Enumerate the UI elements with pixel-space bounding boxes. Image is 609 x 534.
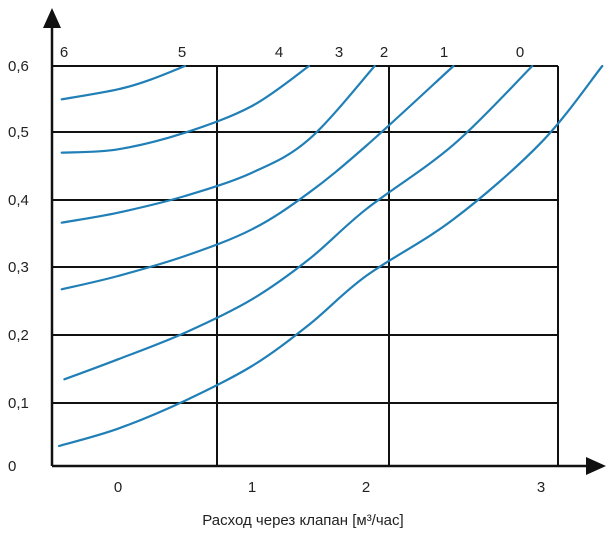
y-tick-label: 0,3: [8, 259, 29, 276]
y-tick-label: 0,4: [8, 192, 29, 209]
x-tick-label: 2: [362, 479, 370, 496]
x-tick-label: 1: [248, 479, 256, 496]
curve-labels: 0 1 2 3 4 5 6: [60, 44, 524, 61]
y-tick-label: 0,1: [8, 395, 29, 412]
axes: [43, 8, 606, 475]
y-tick-label: 0: [8, 458, 16, 475]
x-tick-label: 0: [114, 479, 122, 496]
curve-label-0: 0: [516, 44, 524, 61]
x-tick-labels: 0 1 2 3: [114, 479, 545, 496]
series-line-2: [60, 64, 455, 291]
curves: [57, 64, 604, 448]
x-axis-label: Расход через клапан [м³/час]: [202, 512, 403, 529]
curve-label-5: 5: [178, 44, 186, 61]
y-tick-label: 0,2: [8, 327, 29, 344]
series-line-1: [63, 64, 534, 381]
x-axis-arrow-icon: [586, 457, 606, 475]
curve-label-1: 1: [440, 44, 448, 61]
grid: [52, 65, 559, 467]
curve-label-3: 3: [335, 44, 343, 61]
series-line-0: [57, 64, 604, 448]
series-line-4: [60, 64, 311, 154]
curve-label-4: 4: [275, 44, 283, 61]
x-tick-label: 3: [537, 479, 545, 496]
curve-label-6: 6: [60, 44, 68, 61]
y-axis-arrow-icon: [43, 8, 61, 28]
series-line-5: [60, 64, 187, 101]
y-tick-labels: 0 0,1 0,2 0,3 0,4 0,5 0,6: [8, 58, 29, 475]
series-line-3: [60, 64, 376, 224]
y-tick-label: 0,6: [8, 58, 29, 75]
curve-label-2: 2: [380, 44, 388, 61]
y-tick-label: 0,5: [8, 124, 29, 141]
